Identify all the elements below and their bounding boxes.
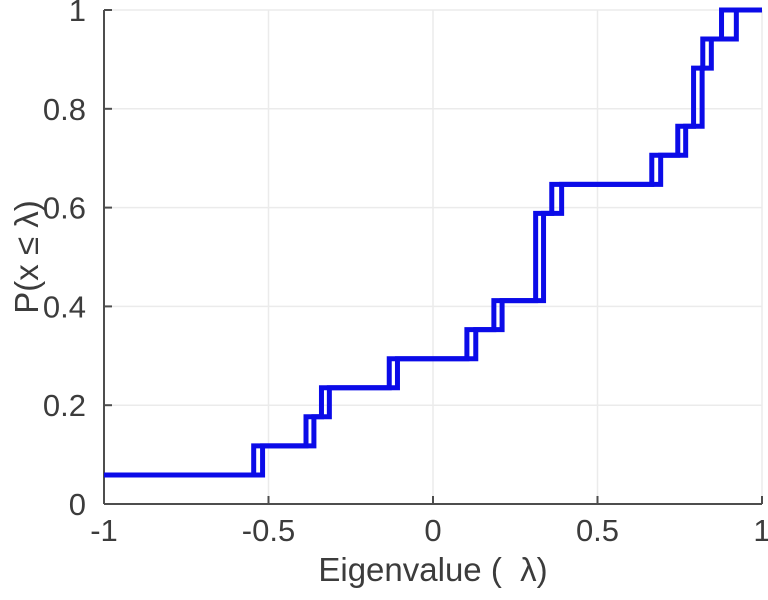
x-tick-label: -0.5 [242, 513, 295, 548]
y-tick-label: 0.2 [43, 388, 86, 423]
x-tick-label: 0 [424, 513, 441, 548]
y-axis-label: P(x ≤ λ) [8, 200, 45, 314]
y-tick-label: 0.6 [43, 191, 86, 226]
y-tick-label: 0 [69, 487, 86, 522]
x-tick-label: 0.5 [576, 513, 619, 548]
y-tick-label: 0.4 [43, 289, 86, 324]
x-axis-label: Eigenvalue ( λ) [318, 551, 548, 588]
y-tick-label: 1 [69, 0, 86, 28]
y-tick-label: 0.8 [43, 92, 86, 127]
x-tick-label: -1 [90, 513, 118, 548]
ecdf-curve-2 [104, 7, 762, 478]
x-tick-label: 1 [753, 513, 768, 548]
